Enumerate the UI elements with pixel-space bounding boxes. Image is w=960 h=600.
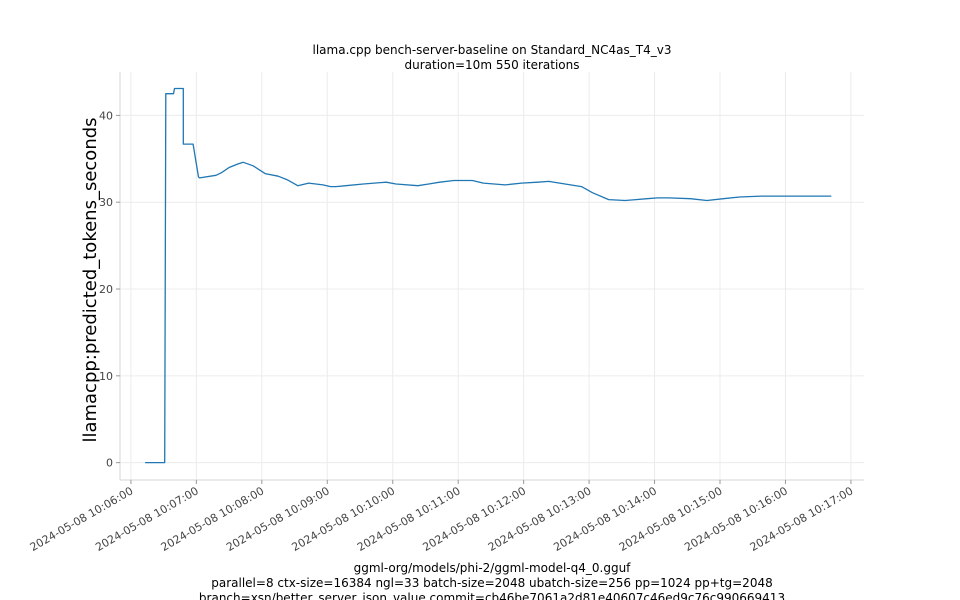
y-axis-label: llamacpp:predicted_tokens_seconds xyxy=(80,117,101,442)
y-tick-label: 10 xyxy=(99,370,113,383)
y-axis-ticks: 0 10 20 30 40 xyxy=(99,109,120,470)
x-tick-label: 2024-05-08 10:06:00 xyxy=(28,484,136,554)
axes xyxy=(119,72,864,481)
y-tick-label: 30 xyxy=(99,196,113,209)
footer-branch: branch=xsn/better_server_json_value comm… xyxy=(199,591,785,600)
footer-params: parallel=8 ctx-size=16384 ngl=33 batch-s… xyxy=(211,576,772,590)
y-tick-label: 40 xyxy=(99,109,113,122)
chart-title: llama.cpp bench-server-baseline on Stand… xyxy=(313,43,672,57)
series-layer xyxy=(145,87,832,464)
y-tick-label: 20 xyxy=(99,283,113,296)
series-line-0 xyxy=(145,87,832,464)
footer-model: ggml-org/models/phi-2/ggml-model-q4_0.gg… xyxy=(354,561,632,575)
chart-subtitle: duration=10m 550 iterations xyxy=(405,58,580,72)
y-tick-label: 0 xyxy=(106,457,113,470)
grid xyxy=(120,72,864,480)
